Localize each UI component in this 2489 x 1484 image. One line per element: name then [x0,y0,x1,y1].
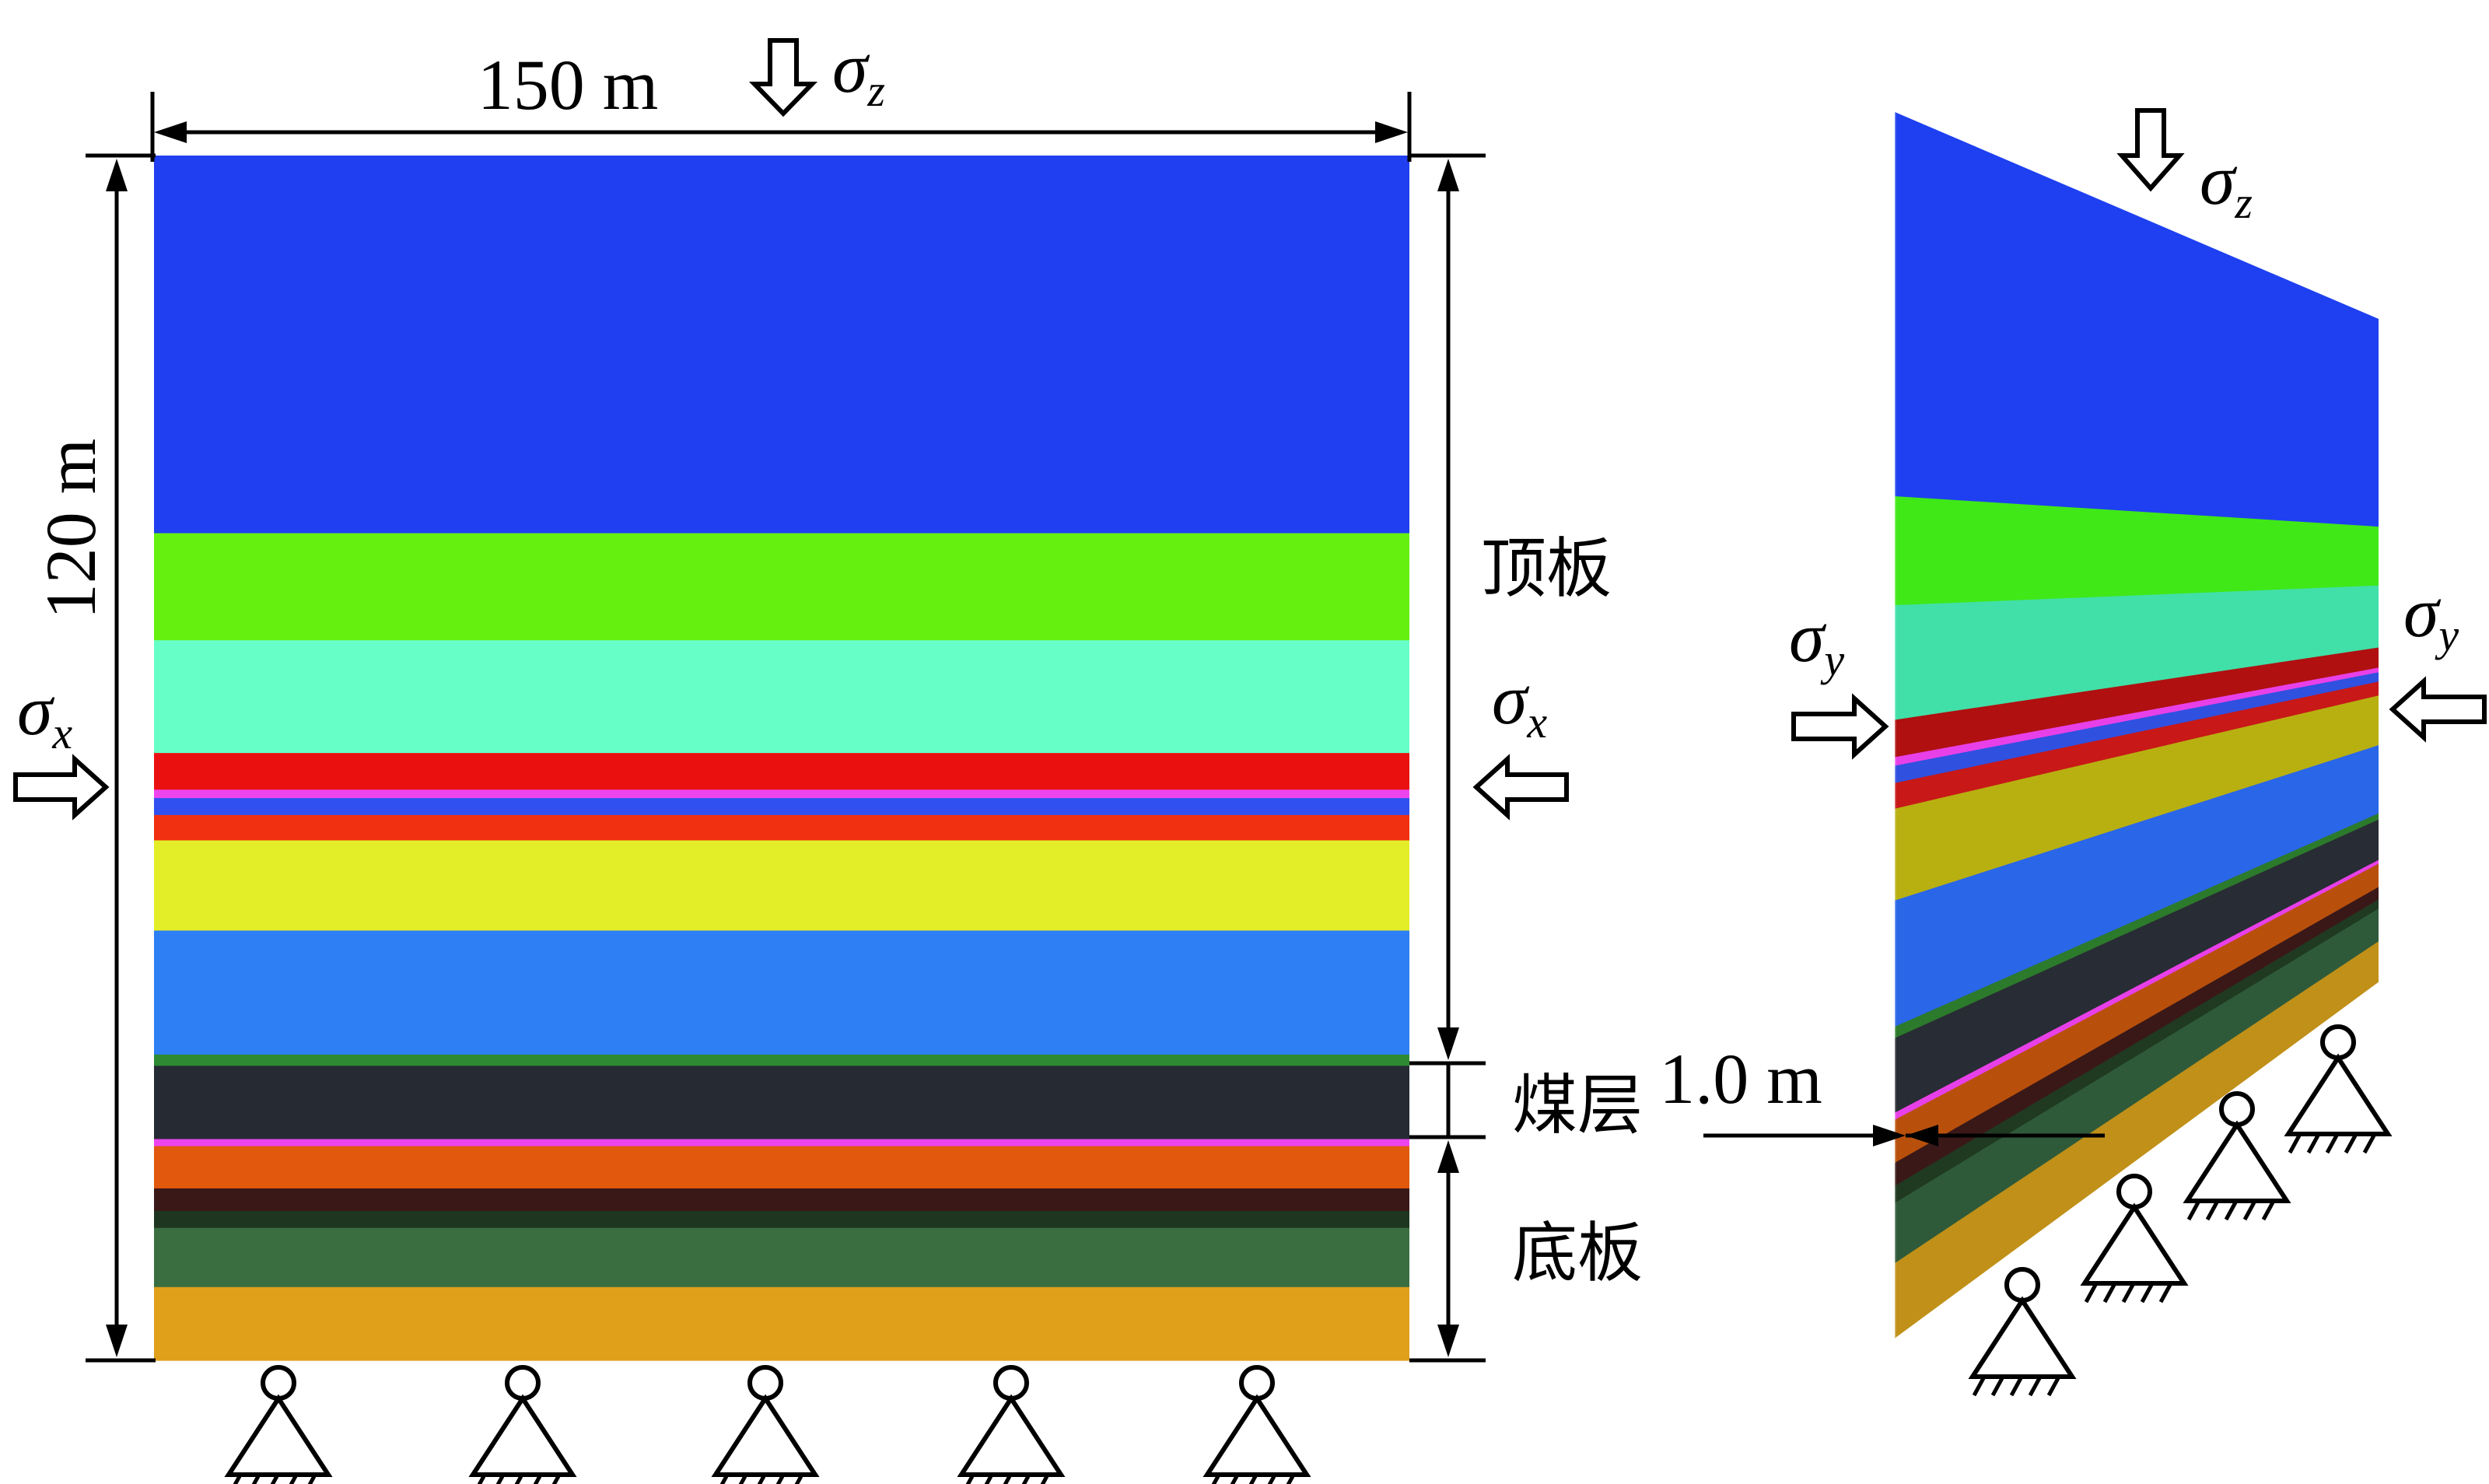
supports-2d [229,1367,1307,1484]
stratum-layer [154,814,1409,842]
pin-support-icon [2085,1176,2184,1302]
model-3d-slice [1893,112,2379,1339]
stratum-layer [154,789,1409,799]
stratum-layer-3d [1895,496,2379,606]
floor-label: 底板 [1512,1215,1643,1291]
pin-support-icon [2288,1027,2388,1153]
stratum-layer [154,930,1409,1055]
height-dimension: 120 m [31,153,156,1363]
right-arrow-icon [13,754,110,821]
stratum-layer-3d [1895,941,2379,1339]
left-arrow-icon [1472,754,1569,821]
pin-support-icon [473,1367,572,1484]
down-arrow-icon [748,38,818,117]
model-2d-section [154,156,1409,1361]
pin-support-icon [2187,1094,2287,1220]
stratum-layer [154,1146,1409,1189]
stratum-layer-3d [1895,899,2379,1204]
left-arrow-icon [2389,676,2487,743]
stratum-layer-3d [1895,112,2379,527]
stratum-layer-3d [1895,681,2379,810]
roof-label: 顶板 [1481,530,1612,607]
stratum-layer-3d [1895,745,2379,1027]
stratum-layer-3d [1895,813,2379,1039]
svg-text:σx: σx [1492,660,1547,747]
sigma-y-load-left: σy [1789,597,1889,760]
stratum-layer [154,840,1409,932]
width-dimension: 150 m [150,45,1412,162]
sigma-x-load-right: σx [1472,660,1569,821]
thickness-dimension: 1.0 m [1659,1039,2105,1146]
stratum-layer-3d [1895,859,2379,1121]
stratum-layer-3d [1895,887,2379,1187]
stratum-layer-3d [1895,908,2379,1264]
stratum-layer-3d [1895,863,2379,1164]
width-label: 150 m [478,45,659,124]
stratum-layer [154,1066,1409,1140]
sigma-x-load-left: σx [13,670,110,821]
pin-support-icon [1973,1269,2072,1395]
sigma-z-load-2d: σz [748,28,885,117]
pin-support-icon [1207,1367,1307,1484]
stratum-layer [154,1210,1409,1229]
stratum-layer [154,156,1409,534]
thickness-label: 1.0 m [1659,1039,1822,1118]
svg-text:σy: σy [2403,572,2459,660]
sigma-y-load-right: σy [2389,572,2487,743]
stratum-layer [154,753,1409,790]
down-arrow-icon [2116,108,2185,192]
region-dimensions: 顶板 煤层 底板 [1409,153,1643,1363]
pin-support-icon [716,1367,815,1484]
stratum-layer [154,533,1409,641]
right-arrow-icon [1791,693,1889,760]
stratum-layer [154,640,1409,754]
stratum-layer [154,1139,1409,1147]
stratum-layer [154,1227,1409,1288]
sigma-z-load-3d: σz [2116,108,2253,228]
stratum-layer-3d [1895,672,2379,784]
svg-text:σx: σx [17,670,72,758]
stratum-layer-3d [1895,695,2379,901]
svg-text:σz: σz [2200,140,2253,228]
height-label: 120 m [31,439,110,620]
stratum-layer [154,1054,1409,1066]
svg-text:σy: σy [1789,597,1844,685]
pin-support-icon [229,1367,328,1484]
stratum-layer-3d [1895,585,2379,721]
stratum-layer-3d [1895,647,2379,758]
pin-support-icon [961,1367,1061,1484]
svg-text:σz: σz [832,28,885,116]
stratum-layer [154,1286,1409,1361]
stratum-layer [154,1188,1409,1212]
stratum-layer [154,798,1409,816]
coal-seam-label: 煤层 [1512,1067,1643,1143]
stratum-layer-3d [1895,667,2379,767]
stratum-layer-3d [1895,819,2379,1114]
